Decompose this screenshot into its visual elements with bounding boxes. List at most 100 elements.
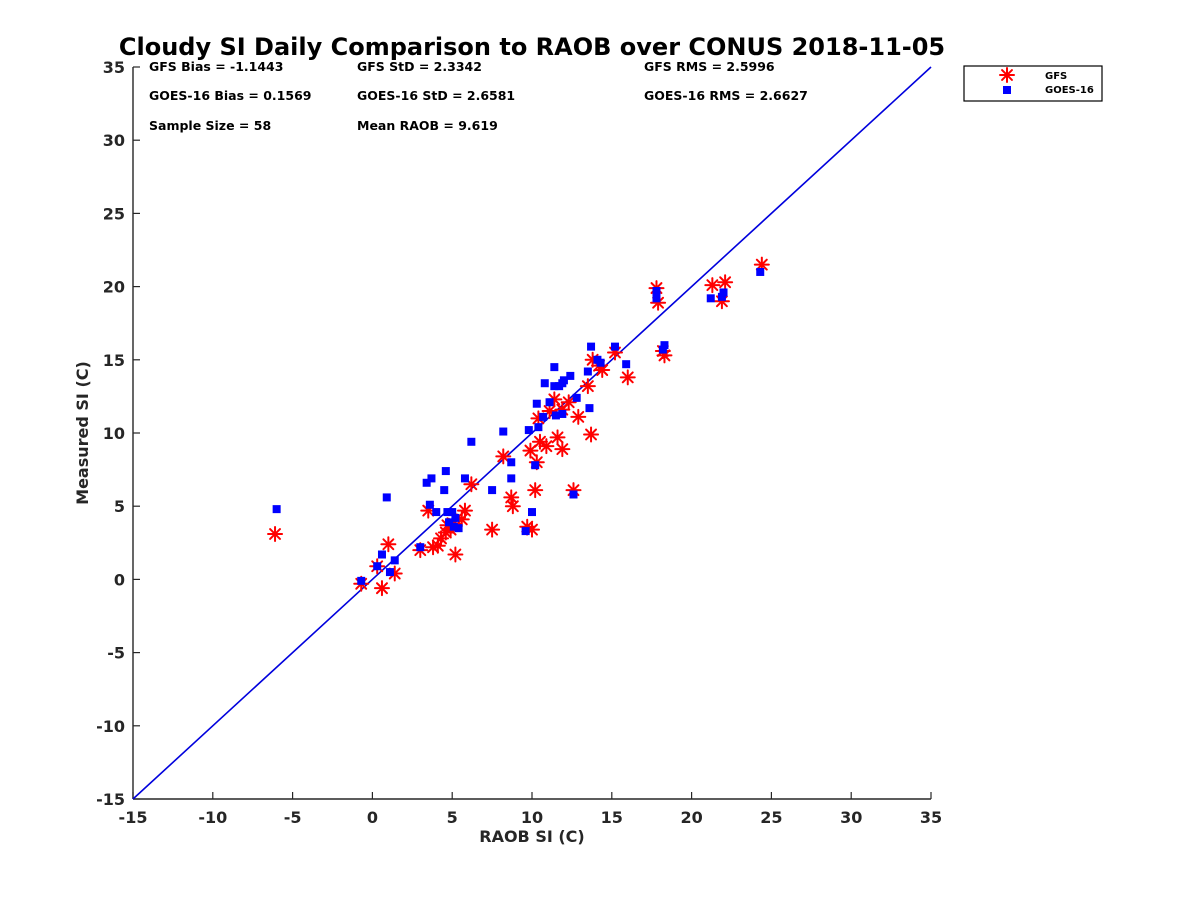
goes-point [717,292,726,301]
gfs-point [447,546,464,563]
x-tick-label: 30 [840,808,862,827]
y-tick-label: 20 [103,278,125,297]
goes-point [531,461,540,470]
goes-point [658,345,667,354]
goes-point [756,267,765,276]
chart-title: Cloudy SI Daily Comparison to RAOB over … [119,33,945,61]
goes-point [425,500,434,509]
stat-goes-bias: GOES-16 Bias = 0.1569 [149,88,311,103]
goes-point [451,513,460,522]
legend-goes-marker [1003,86,1011,94]
x-axis-label: RAOB SI (C) [479,827,584,846]
goes-point [528,508,536,517]
legend-box [963,65,1103,102]
stat-goes-rms: GOES-16 RMS = 2.6627 [644,88,808,103]
x-tick-label: 25 [760,808,782,827]
goes-point [385,568,394,577]
gfs-point [549,429,566,446]
y-tick-label: 35 [103,58,125,77]
gfs-point [522,442,539,459]
goes-point [507,458,516,467]
y-tick-label: 25 [103,204,125,223]
goes-point [539,412,548,421]
goes-point [507,474,516,483]
legend: GFS GOES-16 [963,65,1103,102]
goes-point [448,508,457,517]
goes-point [660,341,669,350]
gfs-point [456,502,473,519]
gfs-point [570,408,587,425]
goes-point [499,427,508,436]
goes-point [445,518,454,527]
goes-point [488,486,497,495]
goes-point [440,486,449,495]
gfs-point [373,580,390,597]
gfs-point [560,394,577,411]
legend-gfs-marker [999,67,1015,83]
goes-series [272,267,765,585]
goes-point [449,522,458,531]
x-tick-label: -5 [284,808,302,827]
gfs-point [717,274,734,291]
goes-point [422,478,431,487]
goes-point [377,550,386,559]
goes-point [652,286,661,295]
gfs-point [504,498,521,515]
y-tick-label: 30 [103,131,125,150]
goes-point [596,358,605,367]
y-tick-label: -5 [107,644,125,663]
legend-goes-label: GOES-16 [1045,85,1094,96]
gfs-point [650,294,667,311]
x-tick-label: 5 [447,808,458,827]
goes-point [572,393,581,402]
goes-point [585,404,594,413]
gfs-point [527,482,544,499]
y-tick-label: 5 [114,497,125,516]
goes-point [524,426,533,435]
goes-point [441,467,450,476]
goes-point [569,490,578,499]
goes-point [443,508,452,517]
legend-goes-square [1003,86,1011,94]
gfs-point [619,369,636,386]
x-tick-label: 15 [601,808,623,827]
y-tick-label: 10 [103,424,125,443]
goes-point [454,524,463,533]
stat-sample-size: Sample Size = 58 [149,118,271,133]
goes-point [622,360,631,369]
x-tick-label: 35 [920,808,942,827]
gfs-point [267,526,284,543]
y-axis-label: Measured SI (C) [73,361,92,505]
x-tick-label: 20 [680,808,702,827]
goes-point [534,423,543,432]
x-tick-label: 0 [367,808,378,827]
gfs-point [554,441,571,458]
stat-gfs-std: GFS StD = 2.3342 [357,59,482,74]
stat-mean-raob: Mean RAOB = 9.619 [357,118,498,133]
goes-point [390,556,399,565]
y-tick-label: 15 [103,351,125,370]
goes-point [566,371,575,380]
goes-point [550,382,559,391]
stat-gfs-rms: GFS RMS = 2.5996 [644,59,775,74]
goes-point [652,294,661,303]
goes-point [551,411,560,420]
legend-gfs-asterisk [999,67,1015,83]
goes-point [583,367,592,376]
legend-gfs-label: GFS [1045,71,1067,82]
gfs-point [538,438,555,455]
x-tick-label: -15 [119,808,148,827]
goes-point [373,562,382,571]
goes-point [550,363,559,372]
stat-goes-std: GOES-16 StD = 2.6581 [357,88,515,103]
gfs-point [495,448,512,465]
goes-point [467,437,476,446]
gfs-point [380,536,397,553]
goes-point [532,399,541,408]
x-tick-label: -10 [198,808,227,827]
goes-point [460,474,469,483]
ticks: -15 -10 -5 0 5 10 15 20 25 30 35 -15 -10 -5 0 5 10 15 20 25… [96,58,942,827]
gfs-point [583,426,600,443]
goes-point [559,376,568,385]
